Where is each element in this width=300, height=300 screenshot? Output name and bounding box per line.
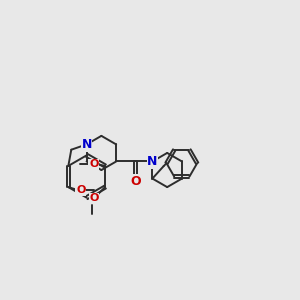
Text: N: N	[81, 138, 92, 151]
Text: O: O	[89, 193, 99, 203]
Text: O: O	[130, 175, 141, 188]
Text: O: O	[89, 159, 98, 169]
Text: O: O	[76, 185, 86, 195]
Text: N: N	[147, 155, 158, 168]
